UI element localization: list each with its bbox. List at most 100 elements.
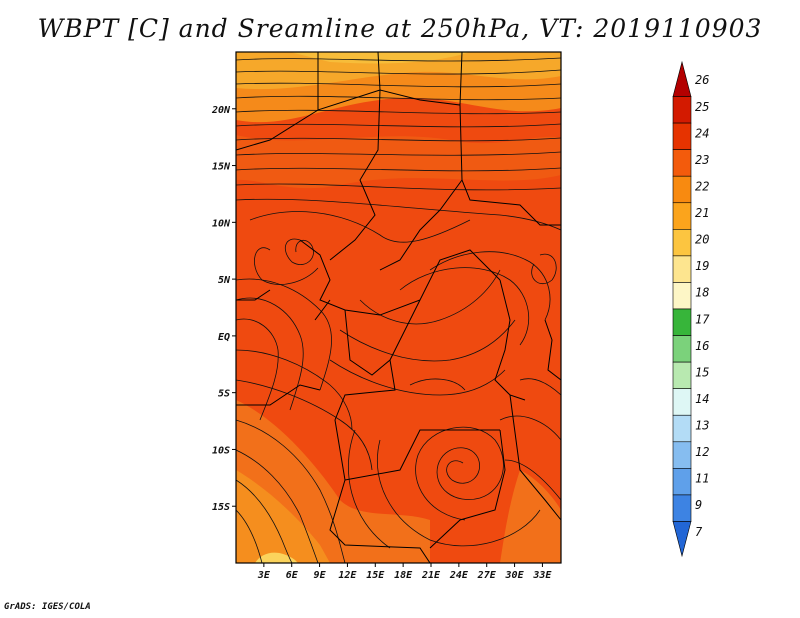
border-line	[379, 179, 463, 271]
streamline	[415, 426, 504, 521]
colorbar-label: 16	[695, 339, 709, 353]
streamline	[236, 449, 319, 563]
streamline	[377, 439, 541, 547]
streamline	[499, 415, 561, 441]
colorbar-label: 18	[695, 286, 709, 300]
streamline	[249, 211, 471, 243]
colorbar-swatch	[672, 255, 692, 283]
border-line	[494, 279, 526, 401]
colorbar-swatch	[672, 308, 692, 336]
colorbar-swatch	[672, 388, 692, 416]
border-line	[236, 289, 271, 301]
streamline	[399, 267, 529, 346]
border-line	[544, 319, 561, 381]
streamline	[236, 297, 304, 411]
colorbar-label: 9	[695, 498, 702, 512]
streamline	[236, 123, 561, 128]
wbpt-contour-mid-band	[236, 135, 561, 189]
streamline	[348, 429, 391, 549]
colorbar-bottom-arrow	[672, 521, 692, 558]
colorbar-swatch	[672, 202, 692, 230]
streamline	[236, 349, 353, 431]
colorbar-label: 25	[695, 100, 709, 114]
border-line	[459, 104, 561, 226]
border-line	[317, 52, 381, 111]
border-line	[379, 52, 463, 106]
colorbar-swatch	[672, 149, 692, 177]
x-tick-label: 9E	[314, 570, 327, 581]
border-line	[379, 249, 501, 316]
streamline	[236, 509, 263, 563]
streamline	[236, 419, 346, 563]
streamline	[429, 251, 551, 321]
colorbar-label: 14	[695, 392, 709, 406]
y-tick-label: 10S	[212, 445, 230, 456]
x-tick-label: 3E	[257, 570, 271, 581]
border-line	[314, 299, 331, 321]
x-tick-label: 21E	[421, 570, 441, 581]
colorbar-label: 7	[695, 525, 703, 539]
streamline	[504, 459, 561, 501]
colorbar-label: 21	[695, 206, 709, 220]
colorbar-swatch	[672, 122, 692, 150]
streamline	[236, 137, 561, 142]
y-tick-label: 15S	[212, 502, 230, 513]
border-line	[236, 109, 319, 151]
streamline	[236, 318, 279, 421]
x-tick-label: 27E	[477, 570, 497, 581]
colorbar-label: 20	[695, 233, 709, 247]
streamline	[236, 479, 293, 563]
border-line	[344, 429, 500, 481]
streamline	[329, 359, 506, 396]
x-tick-label: 12E	[338, 570, 357, 581]
wbpt-shading	[236, 52, 561, 563]
border-line	[509, 394, 561, 521]
wbpt-contour-southwest-pale	[255, 552, 298, 563]
colorbar: 26 25 24 23 22 21 20 19 18 17 16 15 14 13 12 11 9 7	[672, 60, 710, 558]
streamline	[531, 253, 557, 285]
colorbar-label: 19	[695, 259, 709, 273]
wbpt-contour-north-warm	[236, 52, 561, 90]
border-line	[329, 89, 381, 261]
colorbar-swatch	[672, 175, 692, 204]
streamline	[236, 82, 561, 88]
x-tick-label: 18E	[394, 570, 413, 581]
streamline	[236, 57, 561, 62]
border-line	[299, 239, 381, 316]
colorbar-swatch	[672, 229, 692, 257]
streamline	[236, 95, 561, 101]
x-tick-label: 30E	[505, 570, 525, 581]
colorbar-label: 12	[695, 445, 709, 459]
colorbar-label: 11	[695, 472, 709, 486]
y-tick-label: EQ	[218, 332, 230, 343]
colorbar-swatch	[672, 96, 692, 124]
wbpt-contour-southeast	[500, 470, 561, 563]
y-tick-label: 5N	[218, 275, 231, 286]
border-line	[344, 299, 421, 376]
y-axis: 20N 15N 10N 5N EQ 5S 10S 15S	[211, 105, 236, 513]
wbpt-contour-southwest-warm	[236, 470, 330, 563]
colorbar-swatch	[672, 282, 692, 310]
colorbar-label: 15	[695, 365, 709, 379]
streamline	[236, 167, 561, 172]
streamline	[236, 151, 561, 156]
x-tick-label: 15E	[366, 570, 385, 581]
streamline	[236, 109, 561, 115]
y-tick-label: 5S	[218, 389, 230, 400]
y-tick-label: 20N	[211, 105, 231, 116]
chart-title: WBPT [C] and Sreamline at 250hPa, VT: 20…	[37, 14, 763, 43]
x-tick-label: 33E	[532, 570, 552, 581]
colorbar-swatch	[672, 361, 692, 389]
colorbar-label: 23	[695, 153, 709, 167]
streamline	[236, 183, 561, 191]
colorbar-label: 17	[695, 312, 710, 326]
colorbar-top-arrow	[672, 60, 692, 97]
colorbar-label: 13	[695, 419, 709, 433]
colorbar-label: 24	[695, 126, 709, 140]
y-tick-label: 10N	[212, 218, 231, 229]
x-tick-label: 6E	[286, 570, 299, 581]
colorbar-label: 22	[695, 179, 709, 193]
map-area	[235, 51, 562, 564]
streamline	[409, 378, 466, 391]
